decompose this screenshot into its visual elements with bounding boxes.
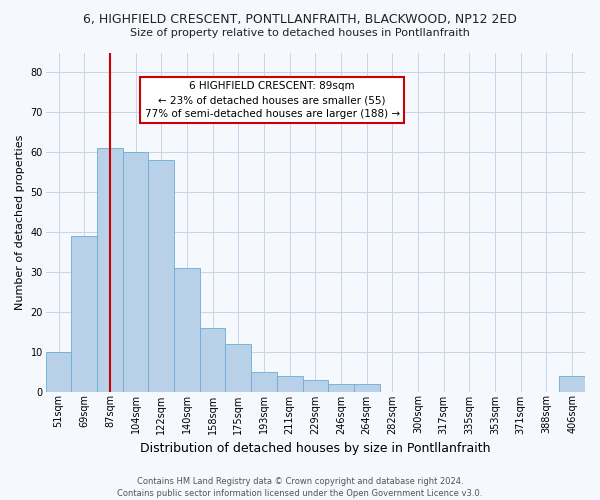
Bar	[46, 352, 71, 392]
Bar	[354, 384, 380, 392]
Text: 6 HIGHFIELD CRESCENT: 89sqm
← 23% of detached houses are smaller (55)
77% of sem: 6 HIGHFIELD CRESCENT: 89sqm ← 23% of det…	[145, 82, 400, 120]
X-axis label: Distribution of detached houses by size in Pontllanfraith: Distribution of detached houses by size …	[140, 442, 491, 455]
Bar	[71, 236, 97, 392]
Text: Size of property relative to detached houses in Pontllanfraith: Size of property relative to detached ho…	[130, 28, 470, 38]
Bar	[148, 160, 174, 392]
Bar	[277, 376, 302, 392]
Y-axis label: Number of detached properties: Number of detached properties	[15, 134, 25, 310]
Bar	[200, 328, 226, 392]
Text: 6, HIGHFIELD CRESCENT, PONTLLANFRAITH, BLACKWOOD, NP12 2ED: 6, HIGHFIELD CRESCENT, PONTLLANFRAITH, B…	[83, 12, 517, 26]
Bar	[226, 344, 251, 392]
Text: Contains HM Land Registry data © Crown copyright and database right 2024.
Contai: Contains HM Land Registry data © Crown c…	[118, 476, 482, 498]
Bar	[97, 148, 123, 392]
Bar	[328, 384, 354, 392]
Bar	[251, 372, 277, 392]
Bar	[174, 268, 200, 392]
Bar	[559, 376, 585, 392]
Bar	[123, 152, 148, 392]
Bar	[302, 380, 328, 392]
